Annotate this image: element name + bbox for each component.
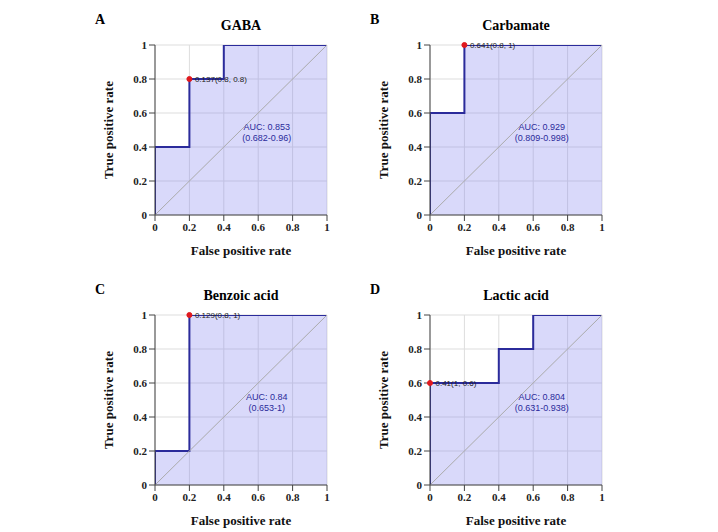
svg-text:0: 0 (152, 221, 158, 233)
svg-text:0.6: 0.6 (408, 377, 422, 389)
svg-text:0.129(0.8, 1): 0.129(0.8, 1) (195, 311, 241, 320)
svg-text:1: 1 (599, 491, 605, 503)
svg-text:0.6: 0.6 (408, 107, 422, 119)
svg-text:0.8: 0.8 (561, 221, 575, 233)
html-text:(0.631-0.938): (0.631-0.938) (514, 402, 569, 413)
svg-text:0.4: 0.4 (217, 491, 231, 503)
svg-text:True positive rate: True positive rate (376, 81, 391, 179)
svg-text:0.2: 0.2 (133, 175, 147, 187)
svg-text:0: 0 (417, 479, 423, 491)
svg-text:True positive rate: True positive rate (101, 81, 116, 179)
html-text:AUC: 0.929: AUC: 0.929 (518, 121, 565, 132)
svg-text:0.4: 0.4 (492, 491, 506, 503)
svg-text:0.4: 0.4 (408, 141, 422, 153)
svg-text:0.2: 0.2 (408, 175, 422, 187)
html-text:AUC: 0.804: AUC: 0.804 (518, 391, 565, 402)
html-text:Carbamate: Carbamate (482, 18, 550, 33)
svg-text:1: 1 (417, 309, 423, 321)
html-text:(0.653-1): (0.653-1) (248, 402, 285, 413)
svg-text:False positive rate: False positive rate (466, 513, 567, 528)
svg-text:True positive rate: True positive rate (101, 351, 116, 449)
svg-text:0.2: 0.2 (183, 221, 197, 233)
html-text:AUC: 0.84: AUC: 0.84 (246, 391, 288, 402)
svg-text:0: 0 (142, 479, 148, 491)
svg-text:0: 0 (427, 491, 433, 503)
html-text:Benzoic acid: Benzoic acid (203, 288, 279, 303)
svg-text:0: 0 (417, 209, 423, 221)
svg-text:False positive rate: False positive rate (191, 243, 292, 258)
svg-text:0.6: 0.6 (251, 491, 265, 503)
svg-text:1: 1 (324, 221, 330, 233)
svg-text:0.2: 0.2 (408, 445, 422, 457)
svg-text:0.8: 0.8 (561, 491, 575, 503)
html-text:A: A (95, 12, 106, 27)
html-text:(0.682-0.96): (0.682-0.96) (242, 132, 292, 143)
html-text:D: D (370, 282, 381, 297)
svg-text:0.8: 0.8 (133, 73, 147, 85)
html-text:B: B (370, 12, 380, 27)
svg-text:1: 1 (324, 491, 330, 503)
svg-text:1: 1 (142, 39, 148, 51)
svg-text:0.8: 0.8 (133, 343, 147, 355)
svg-text:1: 1 (142, 309, 148, 321)
svg-text:0.2: 0.2 (458, 491, 472, 503)
svg-text:0.2: 0.2 (183, 491, 197, 503)
svg-text:0.4: 0.4 (133, 411, 147, 423)
svg-text:0.8: 0.8 (408, 343, 422, 355)
svg-text:0.641(0.8, 1): 0.641(0.8, 1) (470, 41, 516, 50)
svg-text:True positive rate: True positive rate (376, 351, 391, 449)
svg-text:0.6: 0.6 (133, 377, 147, 389)
svg-text:0.4: 0.4 (133, 141, 147, 153)
svg-text:0.8: 0.8 (286, 491, 300, 503)
svg-text:1: 1 (599, 221, 605, 233)
html-text:(0.809-0.998): (0.809-0.998) (514, 132, 569, 143)
svg-text:1: 1 (417, 39, 423, 51)
html-text:C: C (95, 282, 106, 297)
svg-text:0.2: 0.2 (458, 221, 472, 233)
svg-text:0.6: 0.6 (526, 221, 540, 233)
svg-text:0.8: 0.8 (286, 221, 300, 233)
svg-text:0.8: 0.8 (408, 73, 422, 85)
svg-text:0: 0 (152, 491, 158, 503)
svg-text:False positive rate: False positive rate (466, 243, 567, 258)
svg-text:0.4: 0.4 (217, 221, 231, 233)
html-text:AUC: 0.853: AUC: 0.853 (243, 121, 290, 132)
svg-text:0.2: 0.2 (133, 445, 147, 457)
svg-text:0.6: 0.6 (526, 491, 540, 503)
svg-text:0.137(0.8, 0.8): 0.137(0.8, 0.8) (195, 75, 247, 84)
svg-text:0.6: 0.6 (251, 221, 265, 233)
svg-text:0.4: 0.4 (492, 221, 506, 233)
svg-text:0.41(1, 0.6): 0.41(1, 0.6) (436, 379, 477, 388)
svg-text:0: 0 (427, 221, 433, 233)
html-text:GABA: GABA (220, 18, 262, 33)
html-text:Lactic acid: Lactic acid (483, 288, 549, 303)
svg-text:0.4: 0.4 (408, 411, 422, 423)
svg-text:False positive rate: False positive rate (191, 513, 292, 528)
svg-text:0.6: 0.6 (133, 107, 147, 119)
svg-text:0: 0 (142, 209, 148, 221)
